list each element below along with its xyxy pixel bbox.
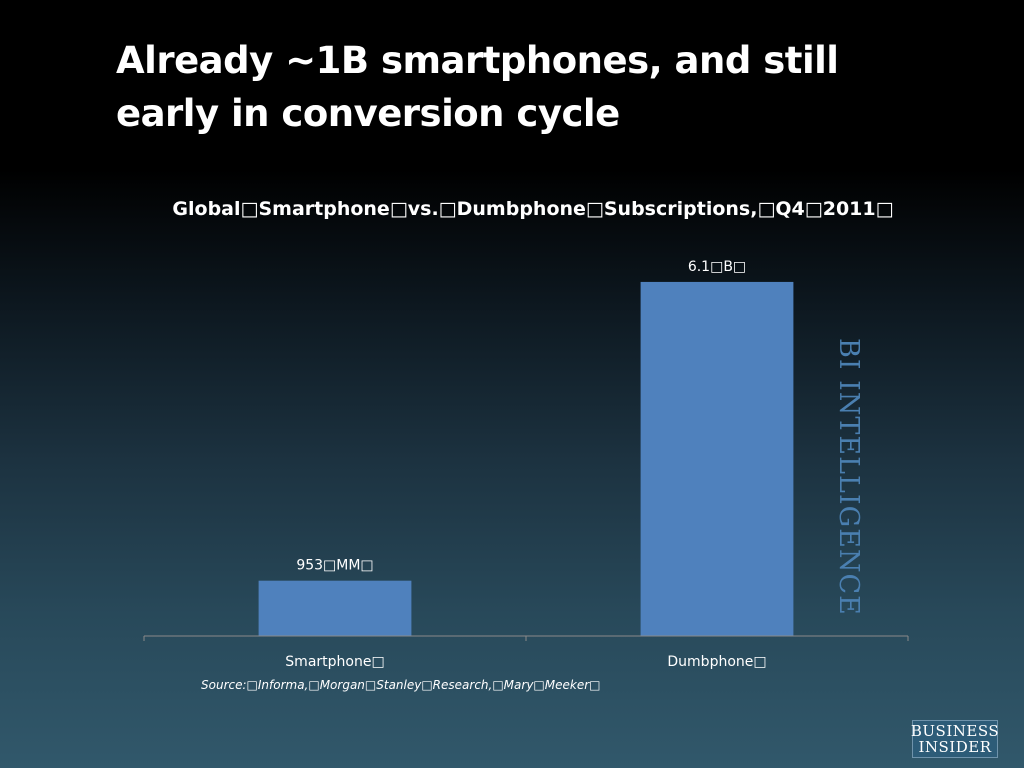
category-label: Dumbphone□ [667,654,766,670]
bi-intelligence-watermark: BI INTELLIGENCE [833,338,864,616]
logo-line-1: BUSINESS [910,722,1000,740]
chart-title: Global□Smartphone□vs.□Dumbphone□Subscrip… [172,198,893,220]
slide-title: Already ~1B smartphones, and still early… [116,39,839,135]
data-labels-group: 953□MM□ 6.1□B□ [296,259,746,574]
bar [258,580,412,636]
category-labels-group: Smartphone□ Dumbphone□ [285,654,766,670]
business-insider-logo: BUSINESS INSIDER [910,720,1000,758]
bars-group [258,281,794,636]
data-label: 953□MM□ [296,558,373,574]
source-note: Source:□Informa,□Morgan□Stanley□Research… [201,678,600,692]
bar [640,281,794,636]
category-label: Smartphone□ [285,654,384,670]
logo-line-2: INSIDER [918,738,992,756]
data-label: 6.1□B□ [688,259,746,275]
